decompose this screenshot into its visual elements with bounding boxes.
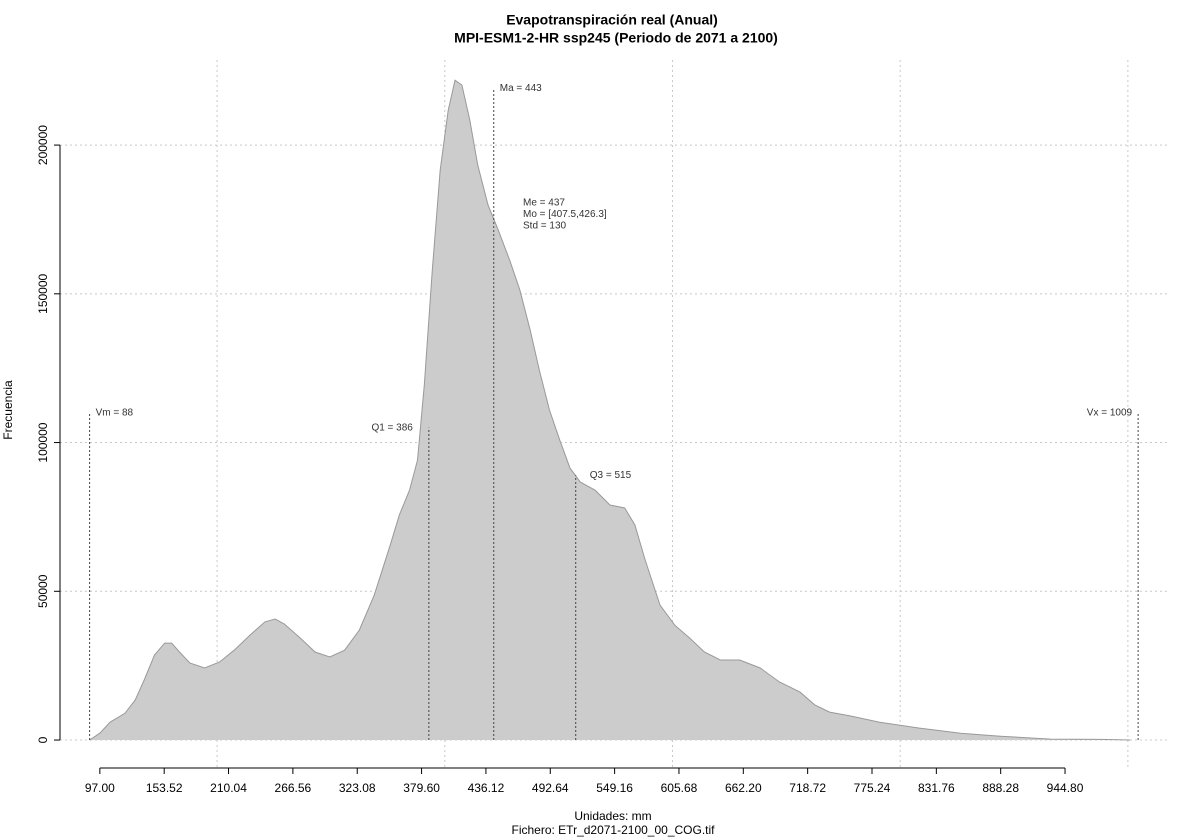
x-tick-label: 549.16 <box>596 781 633 795</box>
footnote: Fichero: ETr_d2071-2100_00_COG.tif <box>512 823 716 837</box>
x-tick-label: 888.28 <box>982 781 1019 795</box>
y-tick-label: 200000 <box>36 125 50 165</box>
stat-label: Me = 437 <box>523 198 565 209</box>
density-area <box>89 80 1131 741</box>
x-tick-label: 662.20 <box>725 781 762 795</box>
y-tick-label: 100000 <box>36 422 50 462</box>
marker-label: Vx = 1009 <box>1087 407 1133 418</box>
x-tick-label: 944.80 <box>1047 781 1084 795</box>
x-tick-label: 718.72 <box>789 781 826 795</box>
chart-title: Evapotranspiración real (Anual) <box>506 12 718 28</box>
x-tick-label: 492.64 <box>532 781 569 795</box>
x-tick-label: 210.04 <box>210 781 247 795</box>
y-axis-label: Frecuencia <box>1 380 15 440</box>
x-tick-label: 379.60 <box>403 781 440 795</box>
marker-label: Q3 = 515 <box>590 470 632 481</box>
x-tick-label: 97.00 <box>85 781 115 795</box>
marker-label: Vm = 88 <box>96 407 134 418</box>
chart-subtitle: MPI-ESM1-2-HR ssp245 (Periodo de 2071 a … <box>454 30 778 46</box>
marker-label: Q1 = 386 <box>371 422 413 433</box>
y-tick-label: 0 <box>36 736 50 743</box>
x-tick-label: 605.68 <box>661 781 698 795</box>
x-tick-label: 323.08 <box>339 781 376 795</box>
x-tick-label: 831.76 <box>918 781 955 795</box>
x-axis-label: Unidades: mm <box>574 809 651 823</box>
x-tick-label: 436.12 <box>468 781 505 795</box>
density-line <box>89 79 1131 741</box>
stat-label: Std = 130 <box>523 221 567 232</box>
stat-label: Mo = [407.5,426.3] <box>523 209 607 220</box>
y-tick-label: 50000 <box>36 574 50 608</box>
x-tick-label: 266.56 <box>275 781 312 795</box>
x-tick-label: 153.52 <box>146 781 183 795</box>
marker-label: Ma = 443 <box>500 83 542 94</box>
x-tick-label: 775.24 <box>854 781 891 795</box>
y-tick-label: 150000 <box>36 273 50 313</box>
